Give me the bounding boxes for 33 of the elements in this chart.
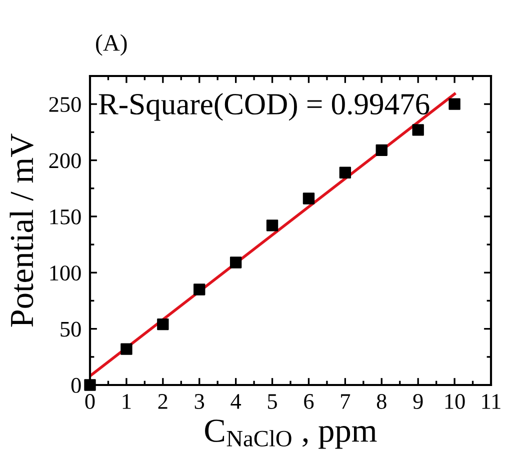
y-tick-label: 0: [71, 378, 81, 393]
point: [376, 144, 388, 156]
point: [84, 379, 96, 391]
y-axis-title: Potential / mV: [10, 134, 34, 327]
point: [194, 284, 206, 296]
x-tick-label: 6: [304, 394, 314, 409]
x-tick-label: 2: [158, 394, 168, 409]
y-tick-label: 150: [50, 209, 81, 224]
x-tick-label: 5: [268, 394, 277, 409]
chart-title: (A): [96, 34, 127, 56]
point: [230, 256, 242, 268]
x-tick-label: 8: [376, 394, 386, 409]
point: [120, 343, 132, 355]
x-tick-label: 4: [230, 394, 242, 409]
point: [266, 220, 278, 232]
point: [302, 192, 315, 204]
x-tick-label: 10: [445, 394, 465, 409]
y-tick-label: 100: [50, 266, 81, 281]
x-tick-label: 0: [85, 394, 95, 409]
annotation: R-Square(COD) = 0.99476: [98, 93, 430, 121]
x-tick-label: 7: [341, 394, 350, 409]
point: [339, 166, 352, 178]
x-axis-title: C$_{NaClO}$ , ppm: [205, 420, 377, 449]
y-tick-label: 200: [49, 153, 81, 168]
x-tick-label: 1: [122, 394, 131, 409]
x-tick-label: 11: [482, 394, 500, 409]
x-tick-label: 3: [194, 394, 204, 409]
point: [448, 98, 460, 110]
x-tick-label: 9: [413, 394, 423, 409]
y-tick-label: 250: [49, 97, 81, 112]
y-tick-label: 50: [60, 322, 81, 337]
point: [412, 124, 424, 136]
point: [157, 318, 169, 330]
